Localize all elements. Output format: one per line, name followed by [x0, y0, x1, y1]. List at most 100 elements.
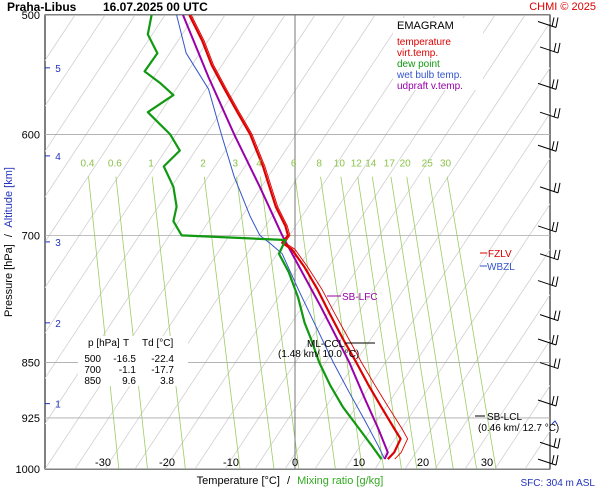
isotherm-gridline — [254, 21, 550, 469]
wind-barb-staff — [539, 441, 559, 449]
pressure-tick-label: 600 — [22, 129, 40, 141]
plot-frame — [44, 14, 551, 470]
table-cell: -1.1 — [119, 365, 137, 376]
mixing-ratio-gridline — [203, 176, 241, 469]
wind-barb-icon — [539, 358, 561, 370]
isotherm-gridline — [434, 294, 550, 469]
table-header-td: Td [°C] — [142, 338, 173, 349]
mixing-ratio-gridline — [390, 176, 437, 469]
isotherm-gridline — [494, 385, 550, 469]
wind-barb-flag — [553, 310, 557, 320]
legend-temperature: temperature — [397, 37, 451, 48]
wind-barb-flag — [555, 455, 559, 466]
isotherm-gridlines — [45, 15, 600, 469]
sb-lcl-sublabel: (0.46 km/ 12.7 °C) — [478, 423, 559, 434]
wind-barb-flag — [551, 79, 555, 89]
temperature-tick-label: 10 — [353, 457, 365, 469]
mixing-ratio-gridlines — [88, 176, 497, 469]
isotherm-gridline — [45, 15, 286, 379]
wind-barb-flag — [551, 276, 555, 286]
wind-barb-icon — [537, 395, 559, 407]
wind-barb-icon — [537, 17, 559, 28]
isotherm-gridline — [45, 15, 256, 334]
station-title: Praha-Libus — [7, 0, 77, 14]
mixing-ratio-gridline — [357, 176, 402, 469]
wind-barb-flag — [555, 79, 559, 90]
legend-title: EMAGRAM — [397, 20, 454, 32]
mixing-ratio-label: 20 — [400, 158, 412, 169]
pressure-tick-label: 500 — [22, 10, 40, 22]
surface-elevation-text: SFC: 304 m ASL — [521, 478, 596, 489]
mixing-ratio-gridline — [371, 176, 418, 469]
wind-barb-flag — [553, 249, 557, 259]
isotherm-gridline — [45, 15, 106, 107]
mixing-ratio-gridline — [428, 176, 477, 469]
wind-barb-staff — [539, 186, 559, 194]
temperature-tick-label: 0 — [292, 457, 298, 469]
wind-barb-icon — [539, 108, 561, 119]
wind-barb-icon — [537, 221, 559, 233]
wind-barb-flag — [557, 310, 561, 321]
axis-label-separator-x: / — [287, 475, 291, 487]
isotherm-gridline — [404, 248, 550, 469]
wind-barb-flag — [553, 358, 557, 368]
wind-barb-flag — [551, 395, 555, 406]
mixing-ratio-label: 4 — [256, 158, 262, 169]
wind-barb-icon — [539, 42, 561, 54]
pressure-axis-label: Pressure [hPa] — [3, 244, 15, 317]
axis-label-separator: / — [3, 233, 15, 237]
wind-barb-flag — [557, 182, 561, 193]
mixing-ratio-label: 3 — [233, 158, 239, 169]
wind-barb-flag — [553, 438, 557, 448]
ml-ccl-sublabel: (1.48 km/ 10.0 °C) — [278, 349, 359, 360]
pressure-tick-label: 850 — [22, 358, 40, 370]
wind-barb-staff — [537, 458, 557, 466]
wind-barb-flag — [555, 221, 559, 233]
mixing-ratio-label: 0.6 — [108, 158, 122, 169]
mixing-ratio-label: 6 — [291, 158, 297, 169]
wind-barb-icon — [537, 334, 559, 346]
wind-barb-flag — [557, 42, 561, 54]
temperature-ticks: -30 -20 -10 0 10 20 30 — [95, 457, 493, 469]
wind-barb-flag — [551, 334, 555, 345]
x-axis-label: Temperature [°C] / Mixing ratio [g/kg] — [197, 475, 384, 487]
wind-barb-icon — [539, 310, 561, 322]
mixing-ratio-gridline — [446, 176, 497, 469]
series-wet-bulb-temp — [176, 15, 386, 460]
isotherm-gridline — [74, 15, 376, 469]
wind-barb-icon — [539, 182, 561, 194]
altitude-tick-label: 1 — [55, 400, 61, 411]
mixing-ratio-gridline — [88, 176, 120, 469]
sb-lcl-label: SB-LCL — [487, 412, 522, 423]
wind-barb-flag — [553, 42, 557, 53]
pressure-tick-label: 700 — [22, 230, 40, 242]
legend-dew-point: dew point — [397, 59, 440, 70]
wind-barb-staff — [539, 314, 559, 322]
mixing-ratio-axis-label: Mixing ratio [g/kg] — [297, 475, 383, 487]
wind-barb-icon — [537, 141, 559, 152]
isotherm-gridline — [45, 15, 166, 198]
table-cell: -16.5 — [113, 354, 136, 365]
fzlv-label: FZLV — [488, 249, 512, 260]
mixing-ratio-label: 30 — [440, 158, 452, 169]
wind-barb-icon — [537, 454, 559, 466]
legend: EMAGRAM temperature virt.temp. dew point… — [393, 18, 483, 92]
y-axis-label: Pressure [hPa] / Altitude [km] — [3, 167, 15, 317]
isotherm-gridline — [194, 15, 496, 469]
legend-updraft: udpraft v.temp. — [397, 81, 463, 92]
wind-barb-staff — [537, 399, 557, 407]
mixing-ratio-label: 25 — [422, 158, 434, 169]
table-cell: 700 — [84, 365, 101, 376]
isotherm-gridline — [585, 15, 600, 469]
datetime-title: 16.07.2025 00 UTC — [103, 0, 208, 14]
up-arrow-icon — [551, 420, 558, 425]
wind-barb-icon — [539, 438, 561, 449]
table-cell: 3.8 — [160, 376, 174, 387]
table-cell: 850 — [84, 376, 101, 387]
level-annotations: FZLV WBZL SB-LFC ML-CCL (1.48 km/ 10.0 °… — [278, 249, 559, 434]
mixing-ratio-label: 1 — [148, 158, 154, 169]
altitude-tick-label: 3 — [55, 238, 61, 249]
legend-wet-bulb: wet bulb temp. — [396, 70, 462, 81]
table-header-p: p [hPa] — [88, 338, 120, 349]
pressure-tick-label: 925 — [22, 413, 40, 425]
